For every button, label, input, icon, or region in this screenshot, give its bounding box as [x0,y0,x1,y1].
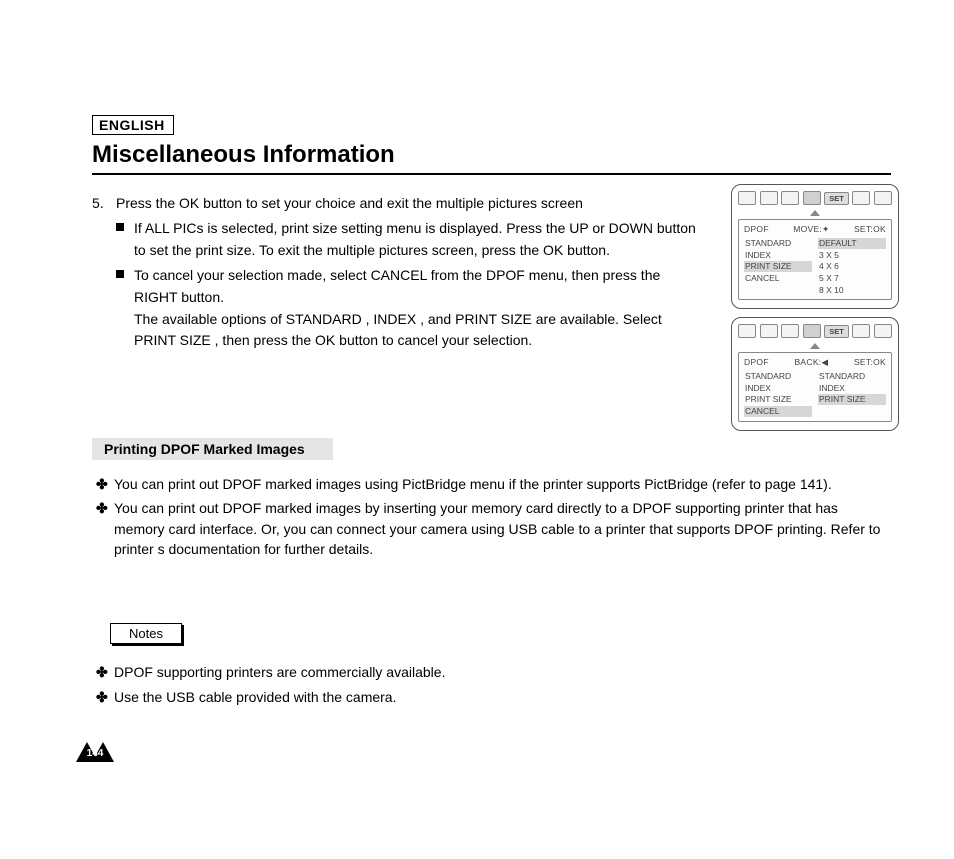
language-label: ENGLISH [92,115,174,135]
mode-icon [738,324,756,338]
bullet-square-icon [116,270,124,278]
mode-icon [852,191,870,205]
note-2: Use the USB cable provided with the came… [114,687,396,708]
set-tab: SET [824,192,849,205]
menu-heading-mid: MOVE:✦ [793,224,829,235]
mode-icon [738,191,756,205]
bullet-cross-icon: ✤ [92,474,114,494]
step-text: Press the OK button to set your choice a… [116,193,583,214]
menu-item: 8 X 10 [818,285,886,296]
bullet-cross-icon: ✤ [92,662,114,683]
menu-item: DEFAULT [818,238,886,249]
menu-item: STANDARD [744,371,812,382]
menu-item: STANDARD [744,238,812,249]
menu-heading-mid: BACK:◀ [794,357,828,368]
menu-item: INDEX [744,383,812,394]
mode-icon [760,324,778,338]
lcd-screen-1: SET DPOF MOVE:✦ SET:OK STANDARDINDEXPRIN… [731,184,899,309]
mode-icon [874,324,892,338]
menu-item: STANDARD [818,371,886,382]
set-tab: SET [824,325,849,338]
menu-item: INDEX [818,383,886,394]
menu-item: 3 X 5 [818,250,886,261]
substep-1: If ALL PICs is selected, print size sett… [134,218,702,261]
page-number-badge: 144 [76,742,114,764]
menu-item: 4 X 6 [818,261,886,272]
pointer-icon [810,210,820,216]
menu-item: PRINT SIZE [818,394,886,405]
lcd-screen-2: SET DPOF BACK:◀ SET:OK STANDARDINDEXPRIN… [731,317,899,431]
bullet-cross-icon: ✤ [92,498,114,518]
page-title: Miscellaneous Information [92,141,891,175]
mode-icon [781,324,799,338]
mode-icon [874,191,892,205]
bullet-cross-icon: ✤ [92,687,114,708]
menu-item: CANCEL [744,406,812,417]
menu-heading-right: SET:OK [854,357,886,368]
section-heading: Printing DPOF Marked Images [92,438,333,460]
mode-icon [760,191,778,205]
substep-2a: To cancel your selection made, select CA… [134,267,660,305]
menu-item: PRINT SIZE [744,394,812,405]
step-number: 5. [92,193,116,214]
menu-heading-left: DPOF [744,357,769,368]
mode-icon [781,191,799,205]
page-number: 144 [76,748,114,759]
section-bullet-1: You can print out DPOF marked images usi… [114,474,832,494]
menu-item: 5 X 7 [818,273,886,284]
mode-icon [803,324,821,338]
menu-item: INDEX [744,250,812,261]
menu-item: PRINT SIZE [744,261,812,272]
menu-heading-right: SET:OK [854,224,886,235]
mode-icon [803,191,821,205]
mode-icon [852,324,870,338]
bullet-square-icon [116,223,124,231]
menu-item: CANCEL [744,273,812,284]
notes-label: Notes [110,623,182,644]
note-1: DPOF supporting printers are commerciall… [114,662,445,683]
pointer-icon [810,343,820,349]
substep-2b: The available options of STANDARD , INDE… [134,311,662,349]
section-bullet-2: You can print out DPOF marked images by … [114,498,891,559]
menu-heading-left: DPOF [744,224,769,235]
